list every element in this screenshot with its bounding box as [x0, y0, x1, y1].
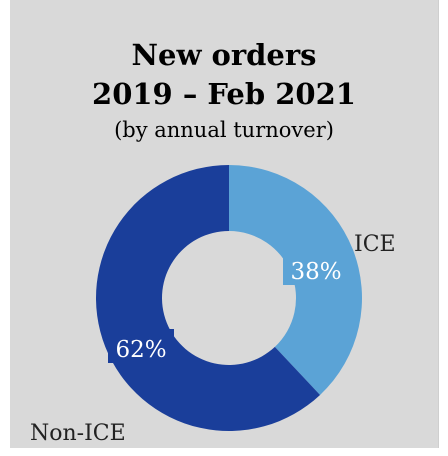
chart-title-line-2: 2019 – Feb 2021 [92, 77, 356, 111]
value-label-ice: 38% [283, 251, 349, 285]
value-label-text: 38% [290, 259, 341, 285]
value-label-background [283, 251, 349, 285]
value-label-background [108, 329, 174, 363]
donut-slice-non-ice [96, 165, 321, 431]
chart-subtitle: (by annual turnover) [114, 118, 334, 142]
category-label-non-ice: Non-ICE [30, 421, 126, 446]
chart-title-line-1: New orders [131, 38, 317, 72]
category-label-ice: ICE [354, 232, 396, 257]
value-label-text: 62% [115, 337, 166, 363]
value-label-non-ice: 62% [108, 329, 174, 363]
